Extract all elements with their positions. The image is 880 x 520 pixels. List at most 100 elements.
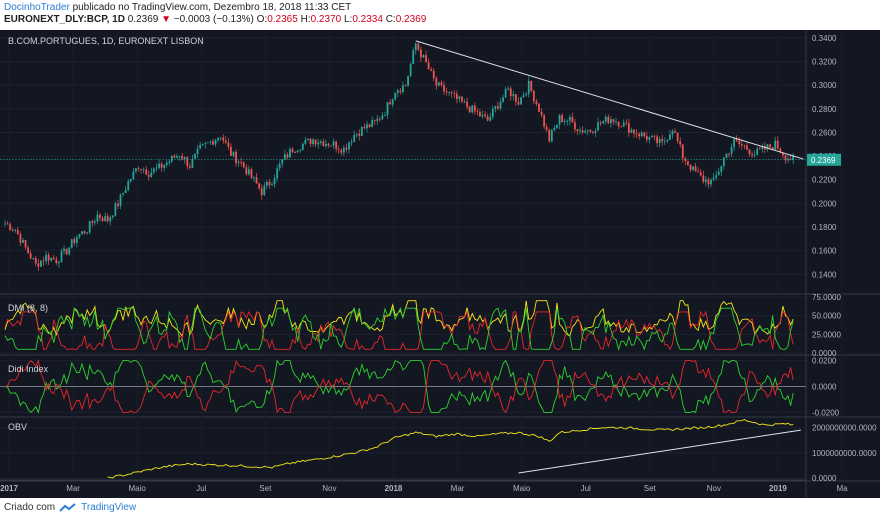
candle-body [45,254,47,262]
candle-body [571,116,574,123]
candle-body [135,168,137,172]
candle-body [153,168,155,173]
candle-body [86,232,89,234]
time-tick-label: Nov [322,484,336,493]
candle-body [663,140,666,142]
candle-body [212,141,214,145]
candle-body [78,234,81,238]
candle-body [132,171,135,179]
candle-body [83,231,86,234]
candle-body [91,221,94,223]
candle-body [19,234,22,243]
candle-body [661,138,664,142]
trend-line[interactable] [415,40,804,160]
candle-body [99,214,101,218]
footer: Criado com TradingView [4,502,136,513]
symbol-label[interactable]: EURONEXT_DLY:BCP, 1D [4,14,125,25]
candle-body [222,137,225,141]
candle-body [574,122,576,130]
candle-body [181,155,184,160]
candle-body [774,140,777,150]
candle-body [173,155,176,158]
candle-body [473,105,476,112]
candle-body [756,148,759,155]
time-tick-label: Set [644,484,657,493]
candle-body [558,115,561,125]
candle-body [481,114,484,117]
price-tick-label: 0.2000 [812,199,837,208]
candle-body [286,154,289,158]
candle-body [584,131,587,133]
candle-body [111,215,114,218]
candle-body [309,138,312,145]
candle-body [620,126,623,128]
candle-body [101,217,104,221]
candle-body [24,239,27,248]
candle-body [294,152,297,153]
candle-body [538,103,540,112]
candle-body [399,90,402,92]
candle-body [748,149,751,155]
candle-body [789,158,792,160]
candle-body [579,130,581,132]
candle-body [145,169,148,175]
open-value: 0.2365 [267,14,298,25]
candle-body [201,143,204,145]
candle-body [109,217,112,222]
tradingview-brand[interactable]: TradingView [81,502,137,513]
time-axis[interactable]: 2017 Mar Maio Jul Set Nov 2018 Mar Maio Jul Set Nov… [0,479,848,493]
candle-body [22,239,24,243]
candle-body [332,141,335,146]
candle-body [576,129,579,131]
chart-canvas[interactable]: B.COM.PORTUGUES, 1D, EURONEXT LISBON 0.3… [0,30,880,498]
candle-body [278,163,281,169]
candle-body [450,92,453,94]
price-tick-label: 0.3000 [812,81,837,90]
candle-body [561,115,564,122]
candle-body [443,85,445,92]
candle-body [458,96,461,99]
candle-body [168,161,171,163]
candle-body [289,148,291,158]
time-tick-label: 2019 [769,484,787,493]
candle-body [417,43,420,50]
price-axis[interactable]: 0.34000.32000.30000.28000.26000.24000.22… [805,30,877,498]
candle-body [735,138,738,141]
author-link[interactable]: DocinhoTrader [4,2,70,13]
candle-body [715,175,718,178]
price-tick-label: 0.1600 [812,247,837,256]
candle-body [183,157,186,160]
candle-body [625,122,628,124]
last-price: 0.2369 [127,14,159,25]
close-label: C: [385,14,396,25]
candle-body [230,146,232,156]
candle-body [532,90,535,102]
candle-body [504,88,507,98]
candle-body [29,253,32,259]
candle-body [348,142,350,150]
candle-body [425,55,427,63]
candle-body [371,120,374,127]
candle-body [412,50,415,65]
candle-body [396,90,399,93]
candle-body [14,229,17,231]
candle-body [158,163,160,168]
candle-body [589,129,592,132]
time-tick-label: Jul [196,484,206,493]
candle-body [404,85,407,87]
candle-body [609,119,612,124]
candle-body [771,147,774,150]
candle-body [360,127,363,136]
published-text: publicado no TradingView.com, Dezembro 1… [72,2,352,13]
time-tick-label: Set [259,484,272,493]
candle-body [178,155,181,157]
candle-body [129,178,132,182]
candle-body [479,112,481,117]
candle-body [476,111,479,113]
candle-body [147,174,150,177]
candle-body [455,93,458,99]
candle-body [391,99,394,105]
candle-body [376,118,379,121]
candle-body [114,203,117,216]
candle-body [307,138,309,140]
